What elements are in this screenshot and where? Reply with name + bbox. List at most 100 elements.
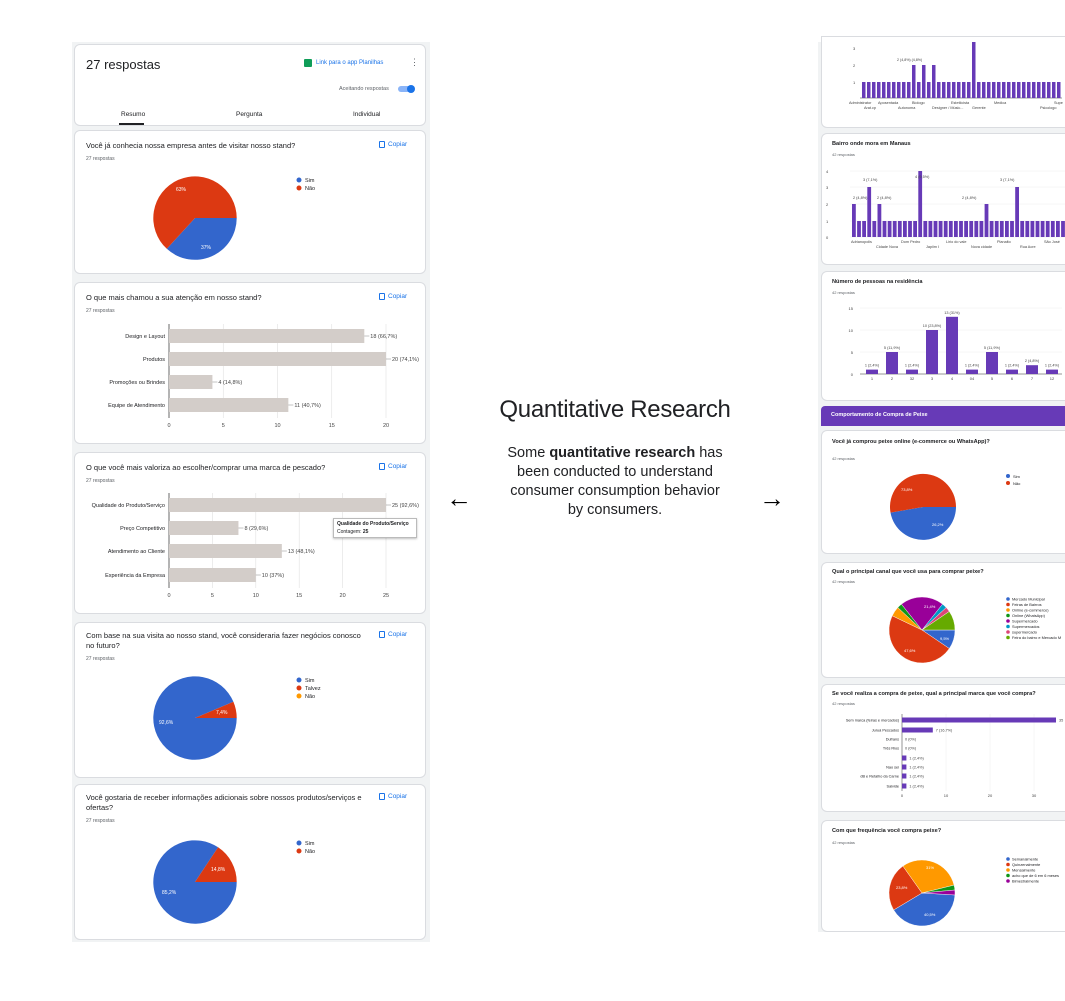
legend-swatch-talvez [296, 685, 302, 691]
x-tick-label: 0 [901, 793, 904, 798]
y-tick-label: 10 [849, 328, 854, 333]
pie-slice [888, 865, 923, 911]
accepting-responses-toggle[interactable] [398, 85, 415, 93]
copy-icon [379, 141, 385, 148]
question-card-4: Com base na sua visita ao nosso stand, v… [74, 622, 426, 778]
category-label: Preço Competitivo [120, 526, 165, 532]
legend-label-nao: Não [305, 849, 315, 855]
copy-button[interactable]: Copiar [379, 631, 407, 638]
bar [1025, 221, 1030, 237]
bar [984, 204, 989, 237]
x-tick-label: 15 [296, 593, 302, 599]
bar [902, 773, 907, 779]
x-tick-label: Psicologo [1040, 106, 1056, 110]
response-count: 42 respostas [832, 152, 855, 157]
bar [917, 82, 921, 98]
data-label: 18 (66,7%) [370, 334, 397, 340]
brand-card: Se você realiza a compra de peixe, qual … [821, 684, 1065, 812]
copy-icon [379, 463, 385, 470]
data-label: 1 (2,4%) [1045, 364, 1060, 368]
bar [989, 221, 994, 237]
x-tick-label: Rua Acre [1020, 245, 1036, 249]
section-description: Some quantitative research has been cond… [505, 444, 725, 520]
tab-resumo[interactable]: Resumo [121, 111, 146, 118]
copy-label: Copiar [388, 631, 408, 638]
legend-swatch [1006, 862, 1010, 867]
question-title-line-1: Com base na sua visita ao nosso stand, v… [86, 631, 361, 640]
data-label: 3 (7,1%) [863, 178, 878, 182]
bar [877, 82, 881, 98]
bar [1022, 82, 1026, 98]
data-label: 10 (23,8%) [923, 324, 942, 328]
bar [1020, 221, 1025, 237]
responses-count-title: 27 respostas [86, 57, 161, 72]
bar [1017, 82, 1021, 98]
copy-button[interactable]: Copiar [379, 293, 407, 300]
tooltip-count-value: 25 [362, 529, 369, 535]
bar [886, 352, 898, 374]
bar [938, 221, 943, 237]
data-label: 25 (92,6%) [392, 503, 419, 509]
bar [1002, 82, 1006, 98]
response-count: 27 respostas [86, 818, 115, 824]
x-tick-label: Gerente [972, 106, 986, 110]
copy-button[interactable]: Copiar [379, 463, 407, 470]
more-options-icon[interactable]: ⋮ [410, 57, 419, 67]
bar [943, 221, 948, 237]
question-title: Bairro onde mora em Manaus [832, 141, 911, 147]
y-tick-label: 5 [851, 350, 854, 355]
accepting-responses-label: Aceitando respostas [339, 86, 389, 92]
bar [992, 82, 996, 98]
bar [169, 498, 386, 512]
left-arrow-icon: ← [446, 483, 472, 513]
legend-swatch-sim [296, 177, 302, 183]
bar [882, 221, 887, 237]
category-label: Atendimento ao Cliente [108, 549, 165, 555]
bar [902, 727, 933, 733]
chart-tooltip: Qualidade do Produto/Serviço Contagem: 2… [333, 518, 417, 538]
legend-swatch [1006, 608, 1010, 612]
bar [867, 82, 871, 98]
pie-slice [902, 859, 955, 894]
pie-label-sim: 92,6% [159, 720, 174, 726]
x-tick-label: Japiim I [926, 245, 939, 249]
description-bold-2: research [634, 445, 696, 461]
bar [923, 221, 928, 237]
legend-label: Semanalmente [1012, 857, 1038, 862]
copy-button[interactable]: Copiar [379, 793, 407, 800]
bar [902, 82, 906, 98]
sheets-link-button[interactable]: Link para o app Planilhas [304, 59, 383, 67]
bar [1047, 82, 1051, 98]
section-title: Quantitative Research [499, 396, 731, 423]
bar [933, 221, 938, 237]
y-tick-label: 1 [853, 80, 856, 85]
bar [1037, 82, 1041, 98]
legend-swatch [1006, 624, 1010, 629]
bar [1012, 82, 1016, 98]
legend-label: Supermercado [1012, 619, 1038, 624]
copy-icon [379, 631, 385, 638]
x-tick-label: 7 [1031, 376, 1034, 381]
bar [906, 369, 918, 374]
tab-individual[interactable]: Individual [353, 111, 381, 118]
x-tick-label: 25 [383, 593, 389, 599]
y-tick-label: 0 [851, 372, 854, 377]
response-count: 42 respostas [832, 701, 855, 706]
pie-slice [901, 596, 943, 631]
bar [952, 82, 956, 98]
question-title: Você já conhecia nossa empresa antes de … [86, 141, 296, 150]
copy-button[interactable]: Copiar [379, 141, 407, 148]
bar [948, 221, 953, 237]
bar [926, 330, 938, 374]
x-tick-label: Cidade Nova [876, 245, 899, 249]
household-card: Número de pessoas na residência 42 respo… [821, 271, 1065, 401]
y-tick-label: 2 [853, 63, 856, 68]
tab-pergunta[interactable]: Pergunta [236, 111, 263, 118]
bar [1026, 365, 1038, 374]
copy-label: Copiar [388, 141, 408, 148]
pie-slice [888, 615, 950, 664]
pie-slice-sim [166, 218, 237, 260]
